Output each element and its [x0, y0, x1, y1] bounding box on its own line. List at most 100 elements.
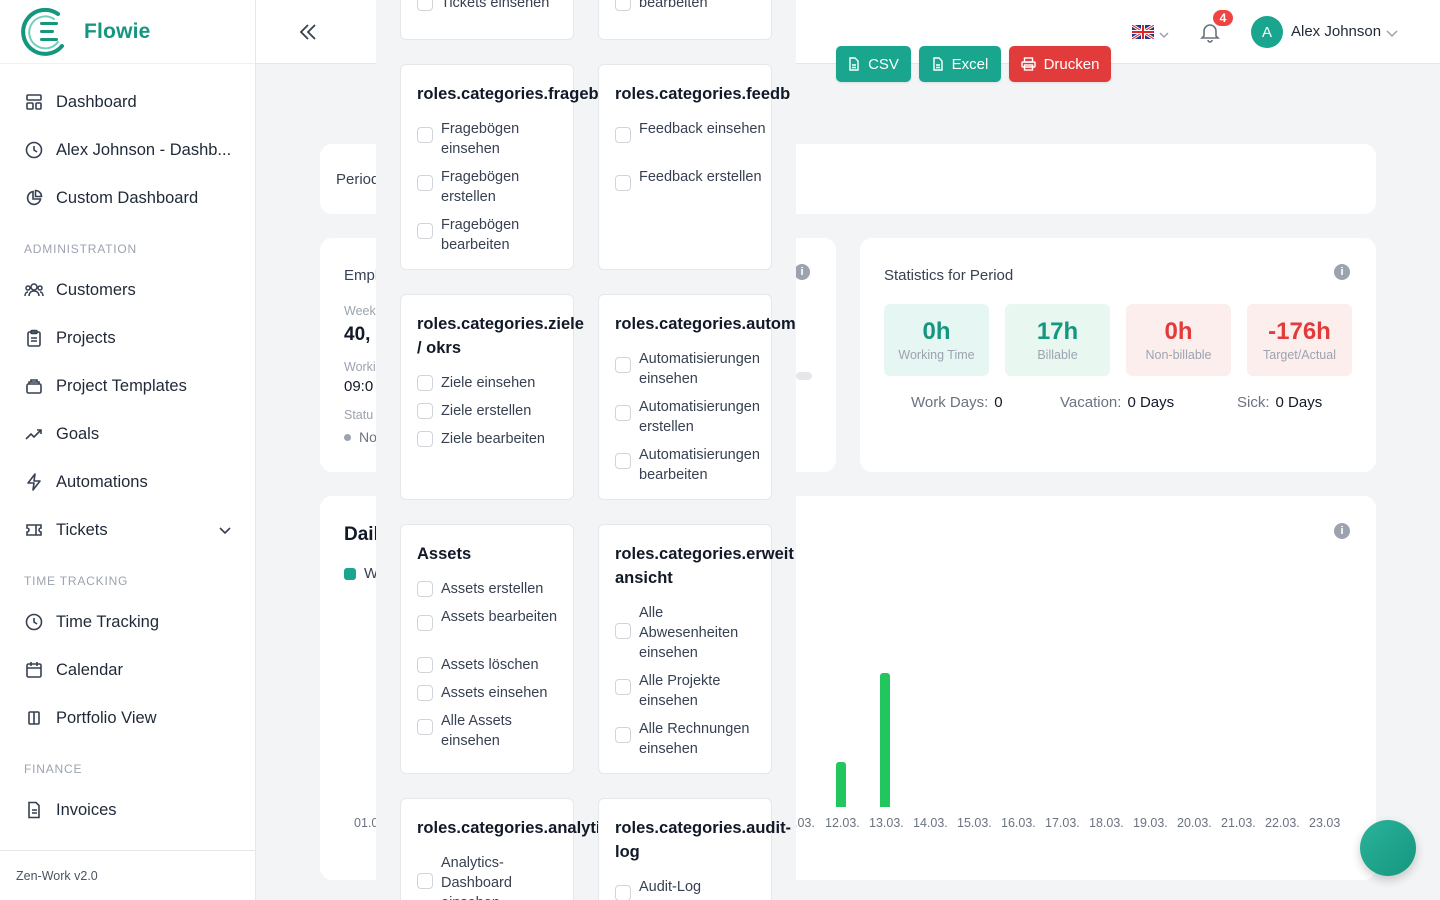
- permission-item: Assets löschen: [417, 655, 571, 675]
- export-csv-button[interactable]: CSV: [836, 46, 911, 82]
- permission-checkbox[interactable]: [417, 657, 433, 673]
- permission-checkbox[interactable]: [615, 623, 631, 639]
- permission-checkbox[interactable]: [615, 127, 631, 143]
- x-tick-label: 12.03.: [825, 816, 860, 830]
- stat-value: 0h: [1164, 318, 1193, 345]
- section-time-tracking: TIME TRACKING: [24, 574, 129, 588]
- permission-checkbox[interactable]: [417, 223, 433, 239]
- x-tick-label: 19.03.: [1133, 816, 1168, 830]
- sidebar-item-projects[interactable]: Projects: [0, 314, 255, 362]
- chevron-down-icon[interactable]: [219, 521, 231, 540]
- permission-card-title: roles.categories.fragebögen: [417, 85, 638, 103]
- legend-label[interactable]: W: [364, 565, 379, 582]
- permission-checkbox[interactable]: [615, 0, 631, 11]
- permission-item: Automatisierungen einsehen: [615, 349, 769, 389]
- sidebar-item-project-templates[interactable]: Project Templates: [0, 362, 255, 410]
- permission-checkbox[interactable]: [417, 581, 433, 597]
- permission-checkbox[interactable]: [417, 375, 433, 391]
- sidebar-item-time-tracking[interactable]: Time Tracking: [0, 598, 255, 646]
- permission-item: Alle Assets einsehen: [417, 711, 571, 751]
- permission-item: Analytics-Dashboard einsehen: [417, 853, 571, 900]
- permission-checkbox[interactable]: [417, 719, 433, 735]
- permission-checkbox[interactable]: [615, 453, 631, 469]
- x-tick-label: 17.03.: [1045, 816, 1080, 830]
- working-hours-value: 09:0: [344, 378, 374, 395]
- sick-label: Sick:: [1237, 394, 1270, 411]
- vacation-value: 0 Days: [1127, 394, 1175, 411]
- x-tick-label: 21.03.: [1221, 816, 1256, 830]
- toggle-switch[interactable]: [796, 372, 812, 380]
- statistics-title: Statistics for Period: [884, 267, 1014, 284]
- permission-checkbox[interactable]: [417, 431, 433, 447]
- permission-item: Automatisierungen bearbeiten: [615, 445, 769, 485]
- permission-item: Ziele bearbeiten: [417, 429, 571, 449]
- printer-icon: [1020, 57, 1036, 71]
- calendar-icon: [24, 660, 44, 680]
- bell-icon[interactable]: [1198, 20, 1222, 44]
- export-excel-button[interactable]: Excel: [919, 46, 1001, 82]
- permission-label: bearbeiten: [639, 0, 708, 11]
- clock-icon: [24, 140, 44, 160]
- permission-label: Automatisierungen bearbeiten: [639, 447, 760, 483]
- sidebar: Flowie Dashboard Alex Johnson - Dashb...…: [0, 0, 256, 900]
- print-button[interactable]: Drucken: [1009, 46, 1111, 82]
- chart-bar[interactable]: [880, 673, 890, 807]
- permission-item: Alle Abwesenheiten einsehen: [615, 603, 769, 663]
- sidebar-item-custom-dashboard[interactable]: Custom Dashboard: [0, 174, 255, 222]
- collapse-sidebar-icon[interactable]: [296, 20, 320, 44]
- sidebar-item-dashboard[interactable]: Dashboard: [0, 78, 255, 126]
- sidebar-item-calendar[interactable]: Calendar: [0, 646, 255, 694]
- permission-checkbox[interactable]: [615, 885, 631, 900]
- sidebar-item-goals[interactable]: Goals: [0, 410, 255, 458]
- trend-icon: [24, 424, 44, 444]
- sidebar-item-portfolio-view[interactable]: Portfolio View: [0, 694, 255, 742]
- sidebar-item-user-dashboard[interactable]: Alex Johnson - Dashb...: [0, 126, 255, 174]
- print-label: Drucken: [1043, 55, 1100, 73]
- permission-checkbox[interactable]: [615, 727, 631, 743]
- chart-bar[interactable]: [836, 762, 846, 807]
- logo[interactable]: Flowie: [0, 0, 255, 64]
- sidebar-item-invoices[interactable]: Invoices: [0, 786, 255, 834]
- user-name[interactable]: Alex Johnson: [1291, 23, 1382, 40]
- info-icon[interactable]: i: [794, 264, 810, 280]
- sidebar-item-automations[interactable]: Automations: [0, 458, 255, 506]
- chevron-down-icon[interactable]: [1159, 26, 1169, 44]
- permission-label: Audit-Log: [639, 879, 702, 895]
- sick-days: Sick: 0 Days: [1237, 394, 1322, 411]
- uk-flag-icon[interactable]: [1131, 23, 1155, 41]
- permission-card-audit-log: roles.categories.audit-log Audit-Log: [598, 798, 791, 900]
- floating-action-button[interactable]: [1360, 820, 1416, 876]
- stat-tile-billable: 17h Billable: [1005, 304, 1110, 376]
- permission-checkbox[interactable]: [615, 405, 631, 421]
- info-icon[interactable]: i: [1334, 264, 1350, 280]
- avatar[interactable]: A: [1251, 16, 1283, 48]
- file-icon: [849, 57, 859, 71]
- permission-checkbox[interactable]: [615, 175, 631, 191]
- permission-checkbox[interactable]: [417, 127, 433, 143]
- permission-item: Ziele erstellen: [417, 401, 571, 421]
- app-name: Flowie: [84, 19, 151, 43]
- info-icon[interactable]: i: [1334, 523, 1350, 539]
- sidebar-item-tickets[interactable]: Tickets: [0, 506, 255, 554]
- chevron-down-icon[interactable]: [1386, 25, 1398, 43]
- permission-checkbox[interactable]: [417, 873, 433, 889]
- permission-item: Fragebögen bearbeiten: [417, 215, 571, 255]
- x-tick-label: 20.03.: [1177, 816, 1212, 830]
- permission-checkbox[interactable]: [417, 0, 433, 11]
- sidebar-item-label: Customers: [56, 280, 136, 299]
- vacation-days: Vacation: 0 Days: [1060, 394, 1174, 411]
- permission-checkbox[interactable]: [615, 357, 631, 373]
- permission-checkbox[interactable]: [417, 175, 433, 191]
- x-tick-label: 18.03.: [1089, 816, 1124, 830]
- sidebar-item-label: Tickets: [56, 520, 108, 539]
- section-administration: ADMINISTRATION: [24, 242, 137, 256]
- permission-checkbox[interactable]: [417, 685, 433, 701]
- permission-label: Assets einsehen: [441, 685, 548, 701]
- clock-icon: [24, 612, 44, 632]
- permission-label: Feedback einsehen: [639, 121, 766, 137]
- permission-checkbox[interactable]: [417, 615, 433, 631]
- permission-label: Automatisierungen einsehen: [639, 351, 760, 387]
- sidebar-item-customers[interactable]: Customers: [0, 266, 255, 314]
- permission-checkbox[interactable]: [417, 403, 433, 419]
- permission-checkbox[interactable]: [615, 679, 631, 695]
